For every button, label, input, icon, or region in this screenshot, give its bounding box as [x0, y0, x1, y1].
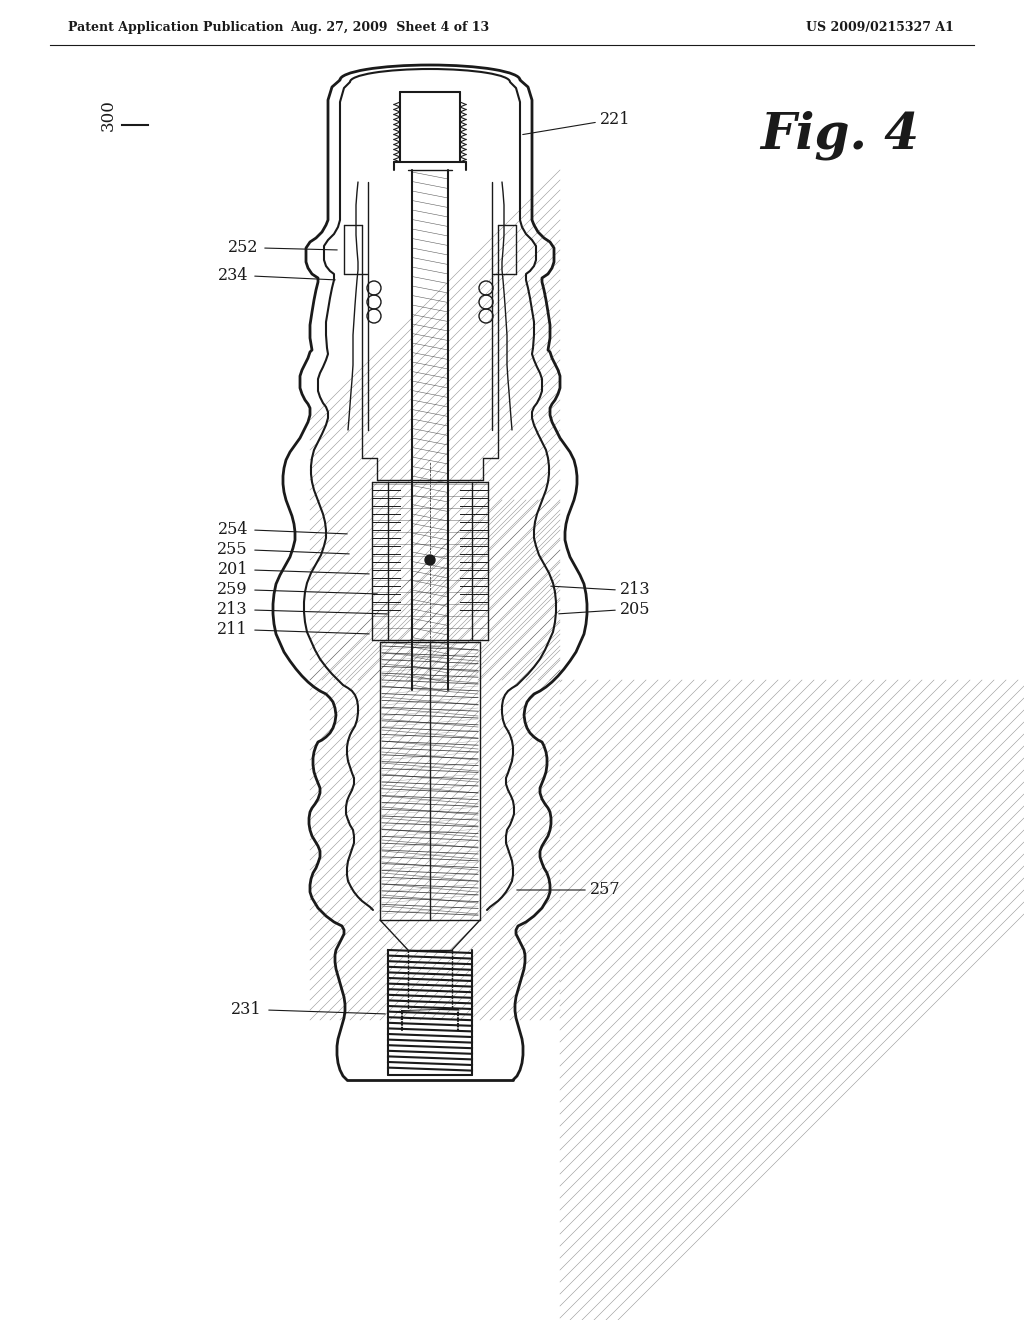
Text: Aug. 27, 2009  Sheet 4 of 13: Aug. 27, 2009 Sheet 4 of 13 [291, 21, 489, 34]
Text: 213: 213 [620, 582, 650, 598]
Text: 257: 257 [590, 882, 621, 899]
Text: 211: 211 [217, 622, 248, 639]
Text: 201: 201 [217, 561, 248, 578]
Text: 259: 259 [217, 582, 248, 598]
Text: 221: 221 [600, 111, 631, 128]
Text: Fig. 4: Fig. 4 [760, 111, 919, 160]
Text: 205: 205 [620, 602, 650, 619]
Text: 252: 252 [227, 239, 258, 256]
Text: 234: 234 [217, 268, 248, 285]
Text: Patent Application Publication: Patent Application Publication [68, 21, 284, 34]
Circle shape [425, 554, 435, 565]
Text: 231: 231 [231, 1002, 262, 1019]
Text: 255: 255 [217, 541, 248, 558]
Text: 213: 213 [217, 602, 248, 619]
Text: US 2009/0215327 A1: US 2009/0215327 A1 [806, 21, 954, 34]
Text: 300: 300 [99, 99, 117, 131]
Text: 254: 254 [217, 521, 248, 539]
